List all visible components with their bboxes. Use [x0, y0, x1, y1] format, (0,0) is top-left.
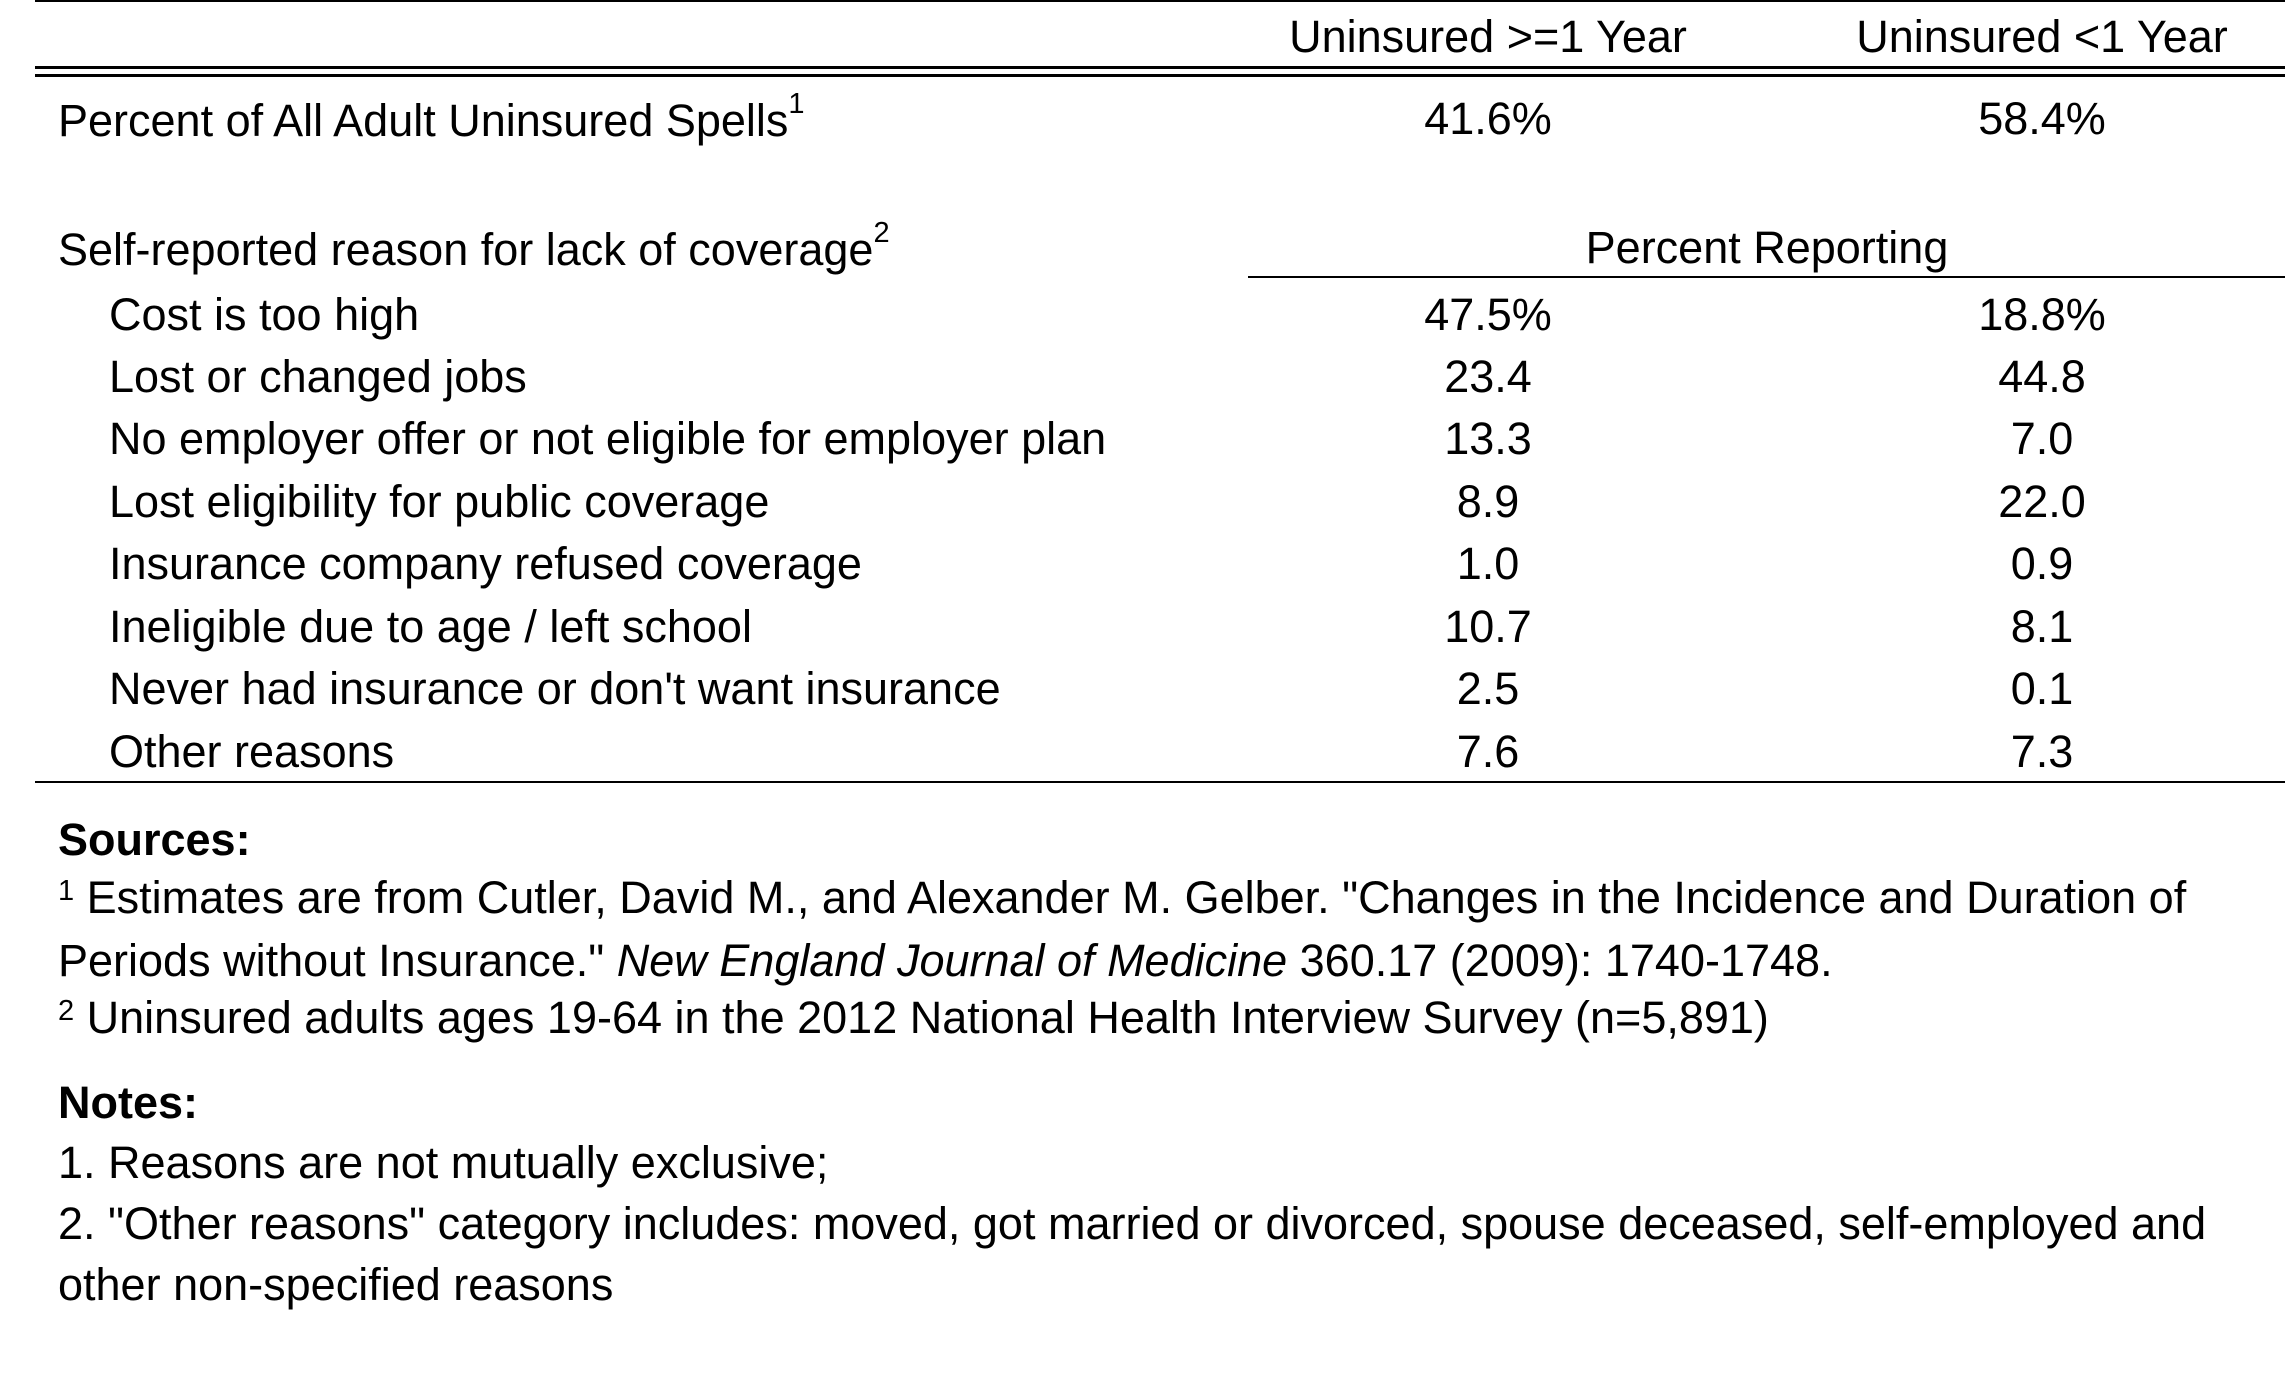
footnote-marker: 2 — [58, 995, 75, 1027]
reason-label: Ineligible due to age / left school — [109, 601, 752, 652]
reason-value-1yr-plus: 13.3 — [1444, 413, 1532, 464]
reason-label: Other reasons — [109, 726, 395, 777]
reason-value-1yr-plus: 1.0 — [1456, 538, 1520, 589]
reason-value-1yr-plus: 8.9 — [1456, 476, 1520, 527]
note-item-2-continued: other non-specified reasons — [58, 1259, 614, 1310]
sources-heading: Sources: — [58, 814, 251, 865]
reasons-header-label-text: Self-reported reason for lack of coverag… — [58, 224, 874, 275]
footnote-marker: 1 — [788, 88, 805, 120]
spells-value-under-1yr: 58.4% — [1978, 93, 2106, 144]
reason-value-1yr-plus: 10.7 — [1444, 601, 1532, 652]
header-double-rule-top — [35, 66, 2285, 69]
notes-heading: Notes: — [58, 1077, 199, 1128]
spells-row-label-text: Percent of All Adult Uninsured Spells — [58, 95, 789, 146]
percent-reporting-rule — [1248, 276, 2285, 278]
source-item-2-text: Uninsured adults ages 19-64 in the 2012 … — [74, 992, 1769, 1043]
reason-value-under-1yr: 8.1 — [2010, 601, 2074, 652]
spells-row-label: Percent of All Adult Uninsured Spells1 — [58, 90, 805, 146]
column-header-uninsured-under-1yr: Uninsured <1 Year — [1856, 11, 2228, 62]
source-item-1-line-1: 1 Estimates are from Cutler, David M., a… — [58, 866, 2186, 929]
reason-label: Cost is too high — [109, 289, 420, 340]
reason-label: Lost or changed jobs — [109, 351, 527, 402]
reason-value-under-1yr: 18.8% — [1978, 289, 2106, 340]
table-top-rule — [35, 0, 2285, 2]
table-bottom-rule — [35, 781, 2285, 783]
reasons-header-label: Self-reported reason for lack of coverag… — [58, 219, 890, 275]
reason-label: Insurance company refused coverage — [109, 538, 862, 589]
percent-reporting-subheader: Percent Reporting — [1585, 222, 1949, 273]
journal-title: New England Journal of Medicine — [616, 935, 1288, 986]
reason-label: Never had insurance or don't want insura… — [109, 663, 1001, 714]
reason-value-under-1yr: 44.8 — [1998, 351, 2086, 402]
reason-value-1yr-plus: 23.4 — [1444, 351, 1532, 402]
note-item-2: 2. "Other reasons" category includes: mo… — [58, 1198, 2207, 1249]
footnote-marker: 1 — [58, 875, 75, 907]
reason-value-under-1yr: 0.9 — [2010, 538, 2074, 589]
reason-value-under-1yr: 7.3 — [2010, 726, 2074, 777]
note-item-1: 1. Reasons are not mutually exclusive; — [58, 1137, 829, 1188]
source-item-1-line-2: Periods without Insurance." New England … — [58, 929, 1833, 992]
reason-label: No employer offer or not eligible for em… — [109, 413, 1107, 464]
footnote-marker: 2 — [873, 217, 890, 249]
reason-value-under-1yr: 0.1 — [2010, 663, 2074, 714]
source-item-1-text: Estimates are from Cutler, David M., and… — [74, 872, 2187, 923]
source-item-2: 2 Uninsured adults ages 19-64 in the 201… — [58, 986, 1769, 1049]
reason-value-1yr-plus: 47.5% — [1424, 289, 1552, 340]
reason-value-under-1yr: 7.0 — [2010, 413, 2074, 464]
header-double-rule-bottom — [35, 74, 2285, 77]
source-item-1-citation: 360.17 (2009): 1740-1748. — [1287, 935, 1833, 986]
source-item-1-text-cont: Periods without Insurance." — [58, 935, 617, 986]
reason-value-1yr-plus: 7.6 — [1456, 726, 1520, 777]
reason-label: Lost eligibility for public coverage — [109, 476, 770, 527]
column-header-uninsured-1yr-plus: Uninsured >=1 Year — [1289, 11, 1687, 62]
reason-value-1yr-plus: 2.5 — [1456, 663, 1520, 714]
spells-value-1yr-plus: 41.6% — [1424, 93, 1552, 144]
reason-value-under-1yr: 22.0 — [1998, 476, 2086, 527]
